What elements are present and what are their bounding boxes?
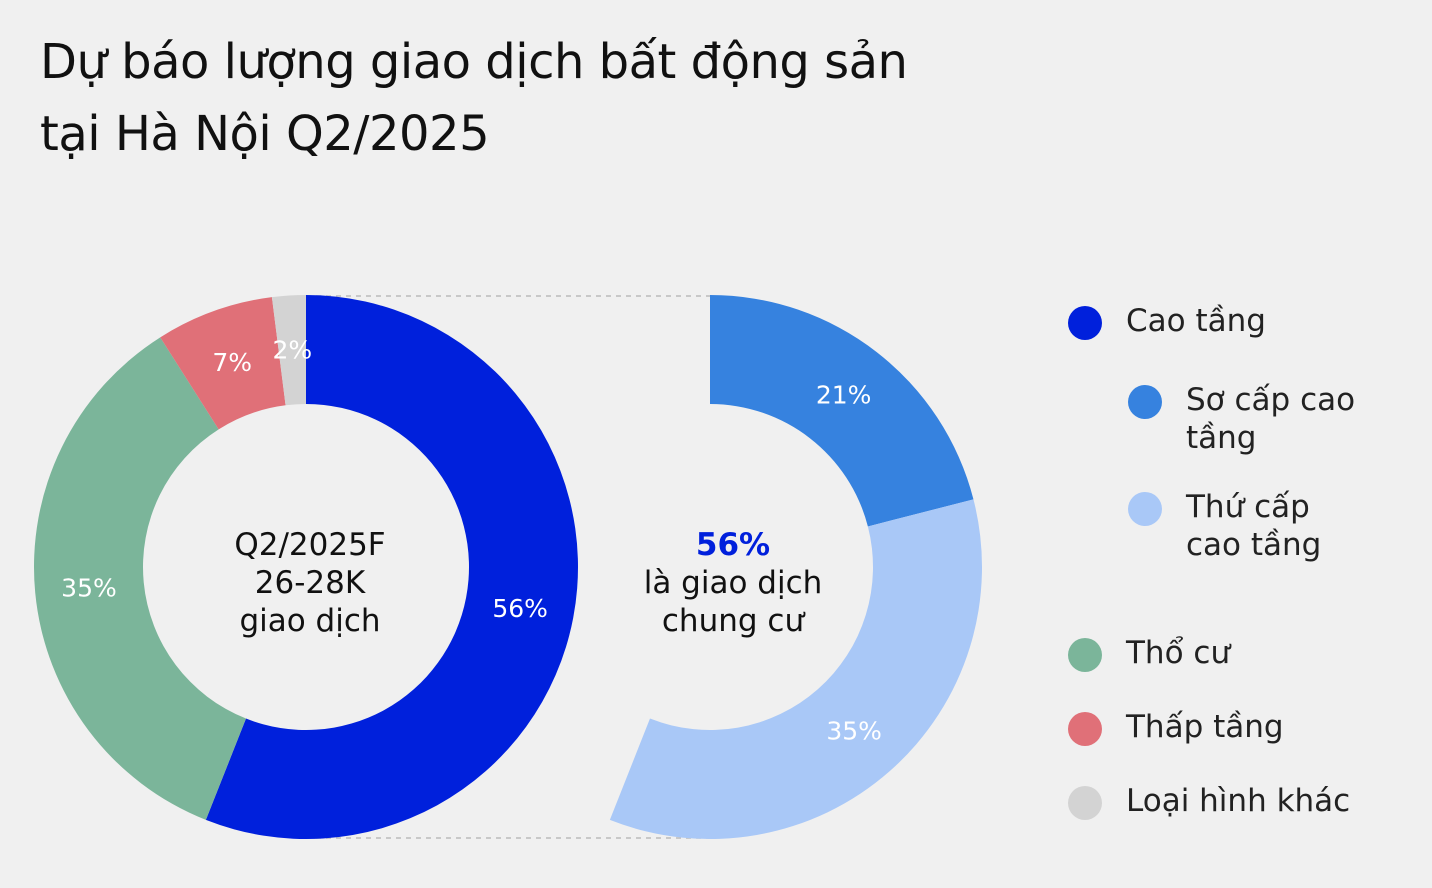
donut-charts: 56% 35% 7% 2% 21% 35% Q2/2025F 26-28K giao d… [34,295,982,839]
center-text-line-2: 26-28K [255,565,366,601]
slice-label-so-cap-cao-tang: 21% [816,381,872,410]
chart-legend: Cao tầng Sơ cấp cao tầng Thứ cấp cao tần… [1068,296,1428,856]
slice-thu-cap-cao-tang [609,499,982,839]
chart-title-line-2: tại Hà Nội Q2/2025 [40,106,490,162]
slice-label-cao-tang: 56% [492,594,548,623]
legend-label: Thổ cư [1126,635,1231,671]
slice-label-loai-hinh-khac: 2% [272,335,312,364]
main-donut-center: Q2/2025F 26-28K giao dịch [234,527,385,639]
slice-thap-tang [160,297,286,430]
legend-label: Sơ cấp cao tầng [1186,382,1356,456]
slice-cao-tang [205,295,578,839]
legend-label: Loại hình khác [1126,783,1351,819]
apartment-donut-center: 56% là giao dịch chung cư [644,527,823,639]
legend-item-so-cap: Sơ cấp cao tầng [1128,381,1356,457]
center-text-line-3: giao dịch [239,603,380,639]
legend-item-loai-hinh-khac: Loại hình khác [1068,782,1350,820]
slice-so-cap-cao-tang [710,295,974,527]
legend-label: Thứ cấp cao tầng [1186,489,1322,563]
legend-swatch-thap-tang [1068,712,1102,746]
legend-swatch-tho-cu [1068,638,1102,672]
legend-swatch-loai-hinh-khac [1068,786,1102,820]
slice-loai-hinh-khac [271,295,306,406]
legend-item-thap-tang: Thấp tầng [1068,708,1284,746]
legend-item-cao-tang: Cao tầng [1068,302,1266,340]
legend-swatch-so-cap [1128,385,1162,419]
chart-title-line-1: Dự báo lượng giao dịch bất động sản [40,34,908,90]
legend-item-thu-cap: Thứ cấp cao tầng [1128,488,1356,564]
center-note-line-1: là giao dịch [644,565,823,601]
slice-label-tho-cu: 35% [61,574,117,603]
legend-item-tho-cu: Thổ cư [1068,634,1230,672]
main-donut: 56% 35% 7% 2% [34,295,578,839]
slice-tho-cu [34,337,246,820]
connector-lines [306,295,710,839]
slice-label-thap-tang: 7% [212,348,252,377]
chart-title: Dự báo lượng giao dịch bất động sản tại … [40,26,1040,170]
legend-swatch-thu-cap [1128,492,1162,526]
apartment-donut: 21% 35% [609,295,982,839]
legend-label: Cao tầng [1126,303,1266,339]
center-note-line-2: chung cư [662,603,806,639]
slice-label-thu-cap-cao-tang: 35% [826,717,882,746]
legend-label: Thấp tầng [1126,709,1284,745]
legend-swatch-cao-tang [1068,306,1102,340]
center-text-line-1: Q2/2025F [234,527,385,563]
center-highlight-value: 56% [696,527,770,563]
